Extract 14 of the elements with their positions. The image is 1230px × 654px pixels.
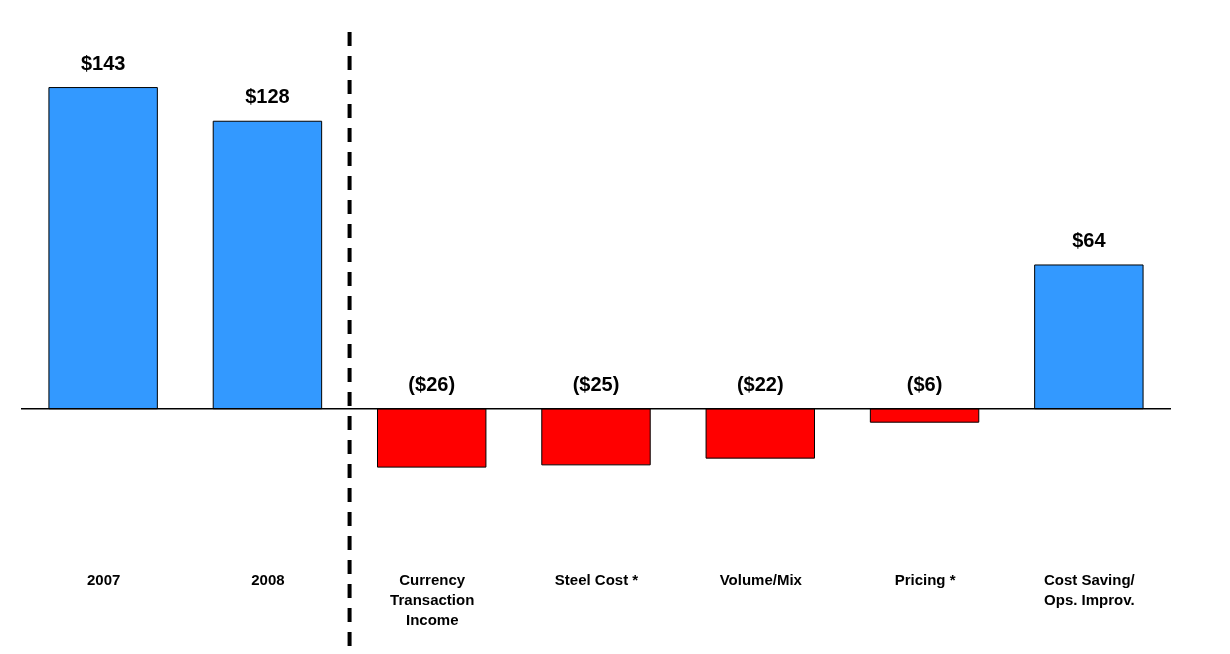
data-label: $128 — [245, 85, 290, 108]
x-tick-label: Cost Saving/ Ops. Improv. — [1043, 570, 1136, 608]
x-tick-label: Pricing * — [894, 570, 956, 588]
x-tick-label: 2007 — [86, 570, 121, 588]
x-tick-label: Volume/Mix — [719, 570, 803, 588]
data-label: $64 — [1072, 228, 1107, 251]
data-label: ($22) — [736, 372, 784, 395]
data-label: ($26) — [408, 372, 456, 395]
data-label: ($6) — [906, 372, 943, 395]
data-label: $143 — [80, 51, 126, 74]
x-tick-label: Currency Transaction Income — [390, 570, 475, 628]
x-tick-label: 2008 — [251, 570, 285, 588]
data-label: ($25) — [572, 372, 620, 395]
x-tick-label: Steel Cost * — [554, 570, 639, 588]
